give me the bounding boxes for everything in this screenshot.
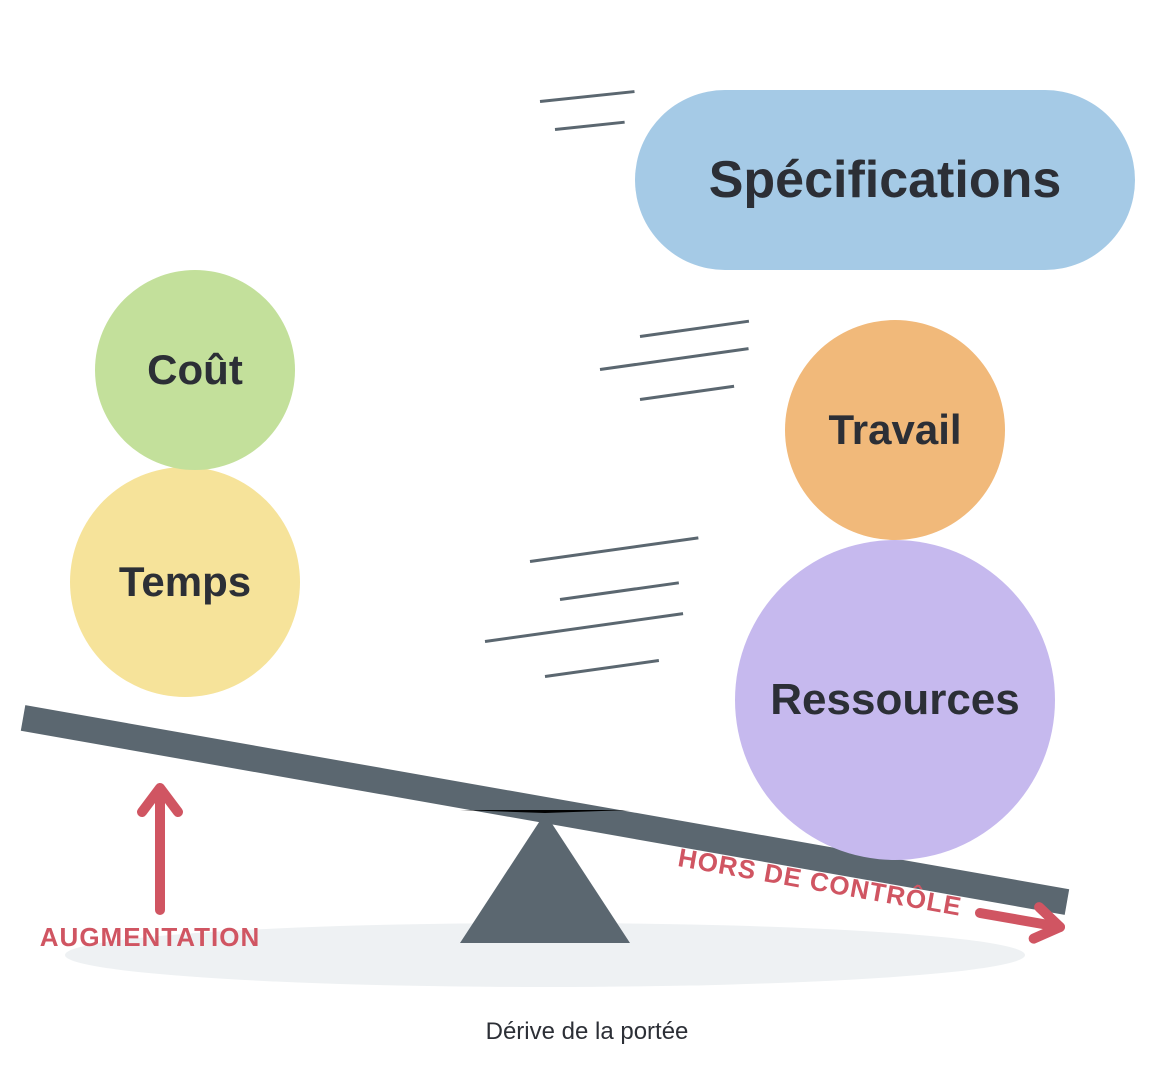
caption-text: Dérive de la portée	[486, 1018, 689, 1045]
diagram-stage: Temps Coût Ressources Travail Spécificat…	[0, 0, 1174, 1066]
diagram-caption: Dérive de la portée	[337, 1018, 837, 1046]
